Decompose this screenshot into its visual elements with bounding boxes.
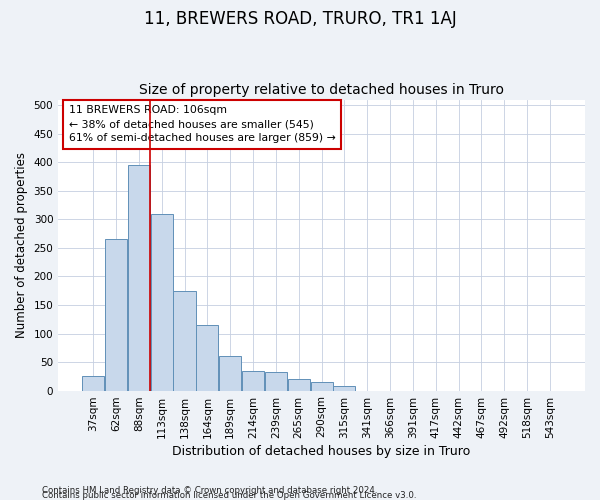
- Bar: [311, 382, 332, 390]
- Text: 11 BREWERS ROAD: 106sqm
← 38% of detached houses are smaller (545)
61% of semi-d: 11 BREWERS ROAD: 106sqm ← 38% of detache…: [69, 106, 335, 144]
- Bar: [196, 325, 218, 390]
- Text: Contains public sector information licensed under the Open Government Licence v3: Contains public sector information licen…: [42, 491, 416, 500]
- Bar: [151, 214, 173, 390]
- Bar: [334, 386, 355, 390]
- Bar: [287, 379, 310, 390]
- Bar: [219, 356, 241, 390]
- Bar: [105, 240, 127, 390]
- Text: Contains HM Land Registry data © Crown copyright and database right 2024.: Contains HM Land Registry data © Crown c…: [42, 486, 377, 495]
- Title: Size of property relative to detached houses in Truro: Size of property relative to detached ho…: [139, 83, 504, 97]
- Bar: [265, 372, 287, 390]
- Bar: [128, 165, 150, 390]
- Bar: [242, 370, 264, 390]
- Bar: [82, 376, 104, 390]
- Y-axis label: Number of detached properties: Number of detached properties: [15, 152, 28, 338]
- X-axis label: Distribution of detached houses by size in Truro: Distribution of detached houses by size …: [172, 444, 471, 458]
- Bar: [173, 290, 196, 390]
- Text: 11, BREWERS ROAD, TRURO, TR1 1AJ: 11, BREWERS ROAD, TRURO, TR1 1AJ: [143, 10, 457, 28]
